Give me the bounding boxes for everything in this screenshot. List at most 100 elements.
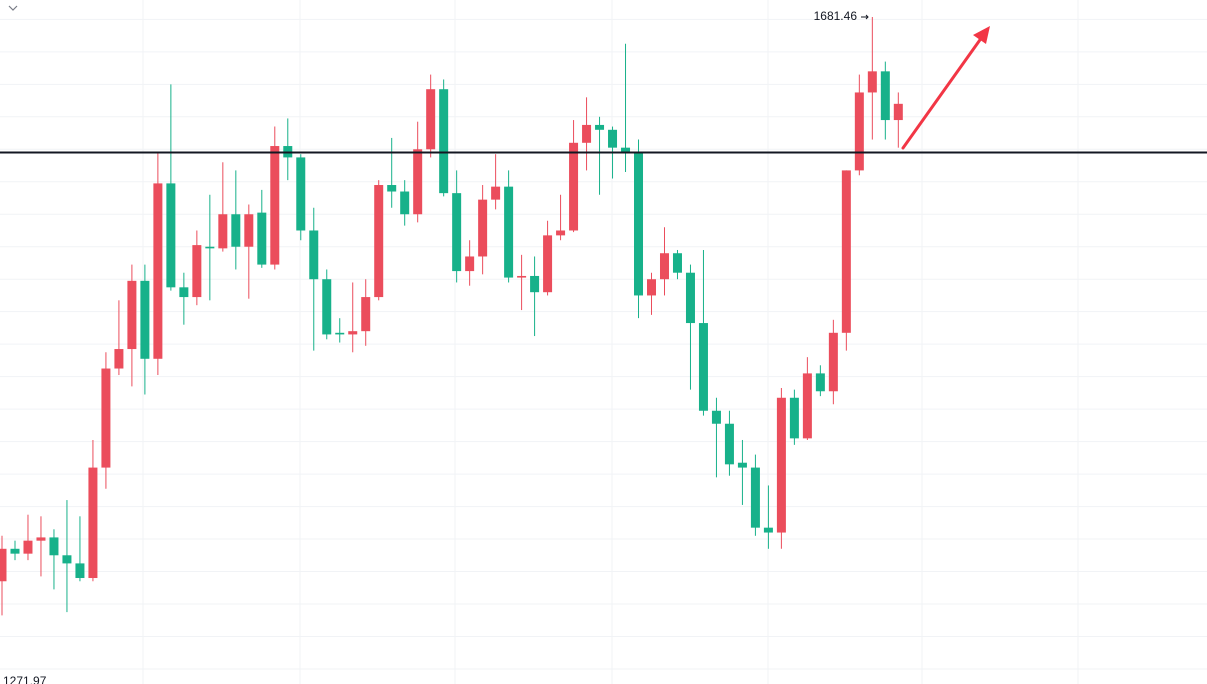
candle [711, 397, 721, 478]
candles [0, 17, 903, 616]
candle [750, 454, 760, 536]
candle-body [711, 410, 721, 424]
candle-body [582, 124, 592, 143]
candle [153, 152, 163, 376]
candle-body [659, 253, 669, 280]
candle-body [595, 124, 605, 130]
candle [205, 194, 215, 301]
candle [348, 282, 358, 353]
candle-body [231, 214, 241, 247]
candle-body [789, 397, 799, 439]
candle [283, 118, 293, 181]
candle [867, 17, 877, 140]
candle [101, 352, 111, 489]
candle [789, 389, 799, 445]
candle-body [504, 186, 514, 278]
candle-body [608, 129, 618, 148]
candle-body [491, 186, 501, 200]
candle [23, 514, 33, 561]
candle-body [880, 71, 890, 121]
vertical-grid [142, 0, 1079, 684]
candle-body [698, 323, 708, 411]
arrow-head [973, 26, 990, 44]
candle-body [569, 142, 579, 231]
candle-body [413, 149, 423, 215]
candle [517, 254, 527, 311]
candle-body [517, 275, 527, 278]
candle [413, 121, 423, 223]
candle-body [828, 332, 838, 392]
candle-body [0, 548, 7, 582]
arrow-shaft [901, 35, 984, 150]
candle-body [127, 280, 137, 350]
candle-body [634, 152, 644, 296]
candle [244, 204, 254, 299]
candle [543, 220, 553, 296]
candle [685, 264, 695, 390]
candle [841, 170, 851, 351]
candle-body [802, 373, 812, 439]
collapse-icon[interactable] [8, 5, 18, 11]
candle [426, 74, 436, 158]
candle-body [335, 332, 345, 335]
candle-body [374, 185, 384, 298]
candle [309, 207, 319, 351]
candle-body [426, 89, 436, 150]
candle-body [893, 103, 903, 121]
candle [763, 485, 773, 549]
candle [504, 170, 514, 283]
candle-body [348, 331, 358, 335]
candle [0, 535, 7, 616]
candle [218, 162, 228, 252]
candle-body [270, 146, 280, 265]
candle-body [841, 170, 851, 333]
candle-body [257, 212, 267, 265]
candle [140, 264, 150, 395]
min-price-label: 1271.97 [3, 674, 47, 684]
candle [776, 388, 786, 549]
candle-body [140, 280, 150, 359]
candle [88, 439, 98, 582]
candle-body [776, 397, 786, 533]
max-price-pointer [861, 14, 869, 20]
candle-body [322, 279, 332, 335]
candle [62, 500, 72, 613]
candle-body [439, 89, 449, 194]
candle [257, 189, 267, 268]
candle [127, 264, 137, 387]
candle [361, 279, 371, 346]
candle [179, 272, 189, 325]
candle [569, 120, 579, 233]
candle-body [737, 462, 747, 468]
candle-body [647, 279, 656, 296]
candle [828, 319, 838, 405]
candle-body [192, 245, 202, 298]
candle-body [685, 272, 695, 324]
candle [439, 79, 449, 197]
candle [452, 170, 462, 283]
candle [296, 154, 306, 241]
candle [659, 227, 669, 296]
candle [880, 61, 890, 140]
candle [595, 116, 605, 195]
candle-body [36, 537, 46, 541]
candle [322, 269, 332, 340]
candle [893, 92, 903, 148]
candle-body [101, 368, 111, 468]
candle [672, 249, 682, 280]
candle [400, 180, 410, 226]
candle-body [556, 230, 566, 236]
candle-body [387, 185, 397, 192]
candle [737, 439, 747, 505]
horizontal-grid [0, 18, 1207, 670]
candle [647, 272, 656, 315]
candle-body [10, 548, 20, 554]
candle [335, 318, 345, 343]
candle-body [153, 183, 163, 359]
pointer-head [865, 14, 869, 20]
candle-body [218, 214, 228, 249]
candle [478, 185, 488, 275]
candle [724, 410, 734, 476]
candle [75, 516, 85, 582]
candle [530, 256, 540, 337]
